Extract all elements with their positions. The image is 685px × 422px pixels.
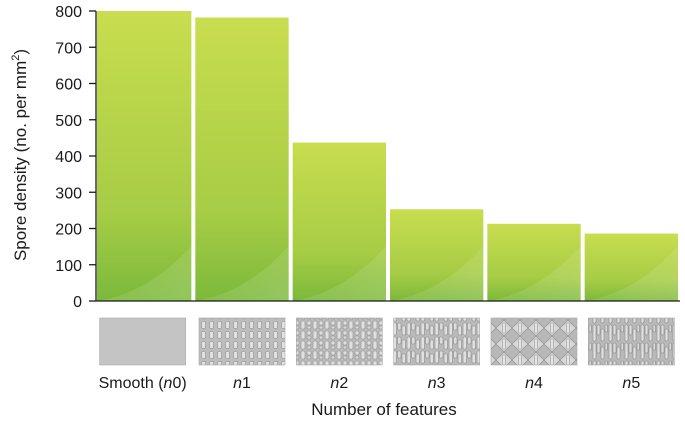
- y-tick-label: 200: [55, 222, 82, 239]
- x-tick-label-variable: n: [428, 375, 437, 392]
- y-tick-label: 500: [55, 113, 82, 130]
- y-axis-title: Spore density (no. per mm2): [10, 49, 30, 261]
- texture-thumbnails: [99, 317, 675, 366]
- y-tick-label: 700: [55, 40, 82, 57]
- x-axis-title: Number of features: [311, 400, 457, 419]
- texture-thumbnail-n3-pattern: [393, 317, 480, 366]
- texture-thumbnail-n5-pattern: [588, 317, 675, 366]
- y-axis-ticks: 0 100 200 300 400 500 600 700 800: [55, 4, 96, 311]
- texture-thumbnail-n1-pattern: [198, 317, 286, 366]
- y-tick-label: 400: [55, 149, 82, 166]
- x-tick-label-variable: n: [622, 375, 631, 392]
- x-tick-label-suffix: 3: [437, 375, 446, 392]
- x-tick-label-variable: n: [233, 375, 242, 392]
- bar-shine: [292, 246, 386, 301]
- y-tick-label: 0: [73, 294, 82, 311]
- x-tick-label-suffix: 1: [242, 375, 251, 392]
- x-tick-label-variable: n: [525, 375, 534, 392]
- y-tick-label: 800: [55, 4, 82, 21]
- x-tick-label-variable: n: [164, 375, 173, 392]
- x-tick-label-prefix: Smooth (: [99, 375, 165, 392]
- bar: [195, 17, 289, 302]
- x-tick-label-suffix: 5: [631, 375, 640, 392]
- bar-shine: [487, 246, 581, 301]
- y-tick-label: 300: [55, 185, 82, 202]
- x-tick-label: n1: [233, 375, 251, 392]
- x-tick-labels: Smooth (n0) n1 n2 n3 n4 n5: [99, 375, 641, 392]
- y-axis-title-close: ): [11, 49, 30, 55]
- x-tick-label-suffix: 0): [172, 375, 186, 392]
- texture-thumbnail-n4-pattern: [490, 317, 578, 366]
- bar-shine: [390, 246, 484, 301]
- bar-shine: [97, 246, 192, 301]
- x-tick-label-variable: n: [330, 375, 339, 392]
- y-axis-title-superscript: 2: [10, 55, 22, 61]
- texture-thumbnail-n2-pattern: [296, 317, 383, 366]
- x-tick-label: n5: [622, 375, 640, 392]
- x-tick-label: n4: [525, 375, 543, 392]
- bar-shine: [584, 246, 678, 301]
- x-tick-label-suffix: 2: [339, 375, 348, 392]
- bar-shine: [195, 246, 289, 301]
- x-tick-label-suffix: 4: [534, 375, 543, 392]
- x-tick-label: n3: [428, 375, 446, 392]
- texture-thumbnail-smooth: [99, 317, 186, 366]
- x-tick-label: n2: [330, 375, 348, 392]
- y-tick-label: 600: [55, 77, 82, 94]
- x-tick-label: Smooth (n0): [99, 375, 187, 392]
- y-tick-label: 100: [55, 258, 82, 275]
- bar: [97, 11, 192, 301]
- bars-group: [97, 11, 678, 302]
- y-axis-title-text: Spore density (no. per mm: [11, 61, 30, 261]
